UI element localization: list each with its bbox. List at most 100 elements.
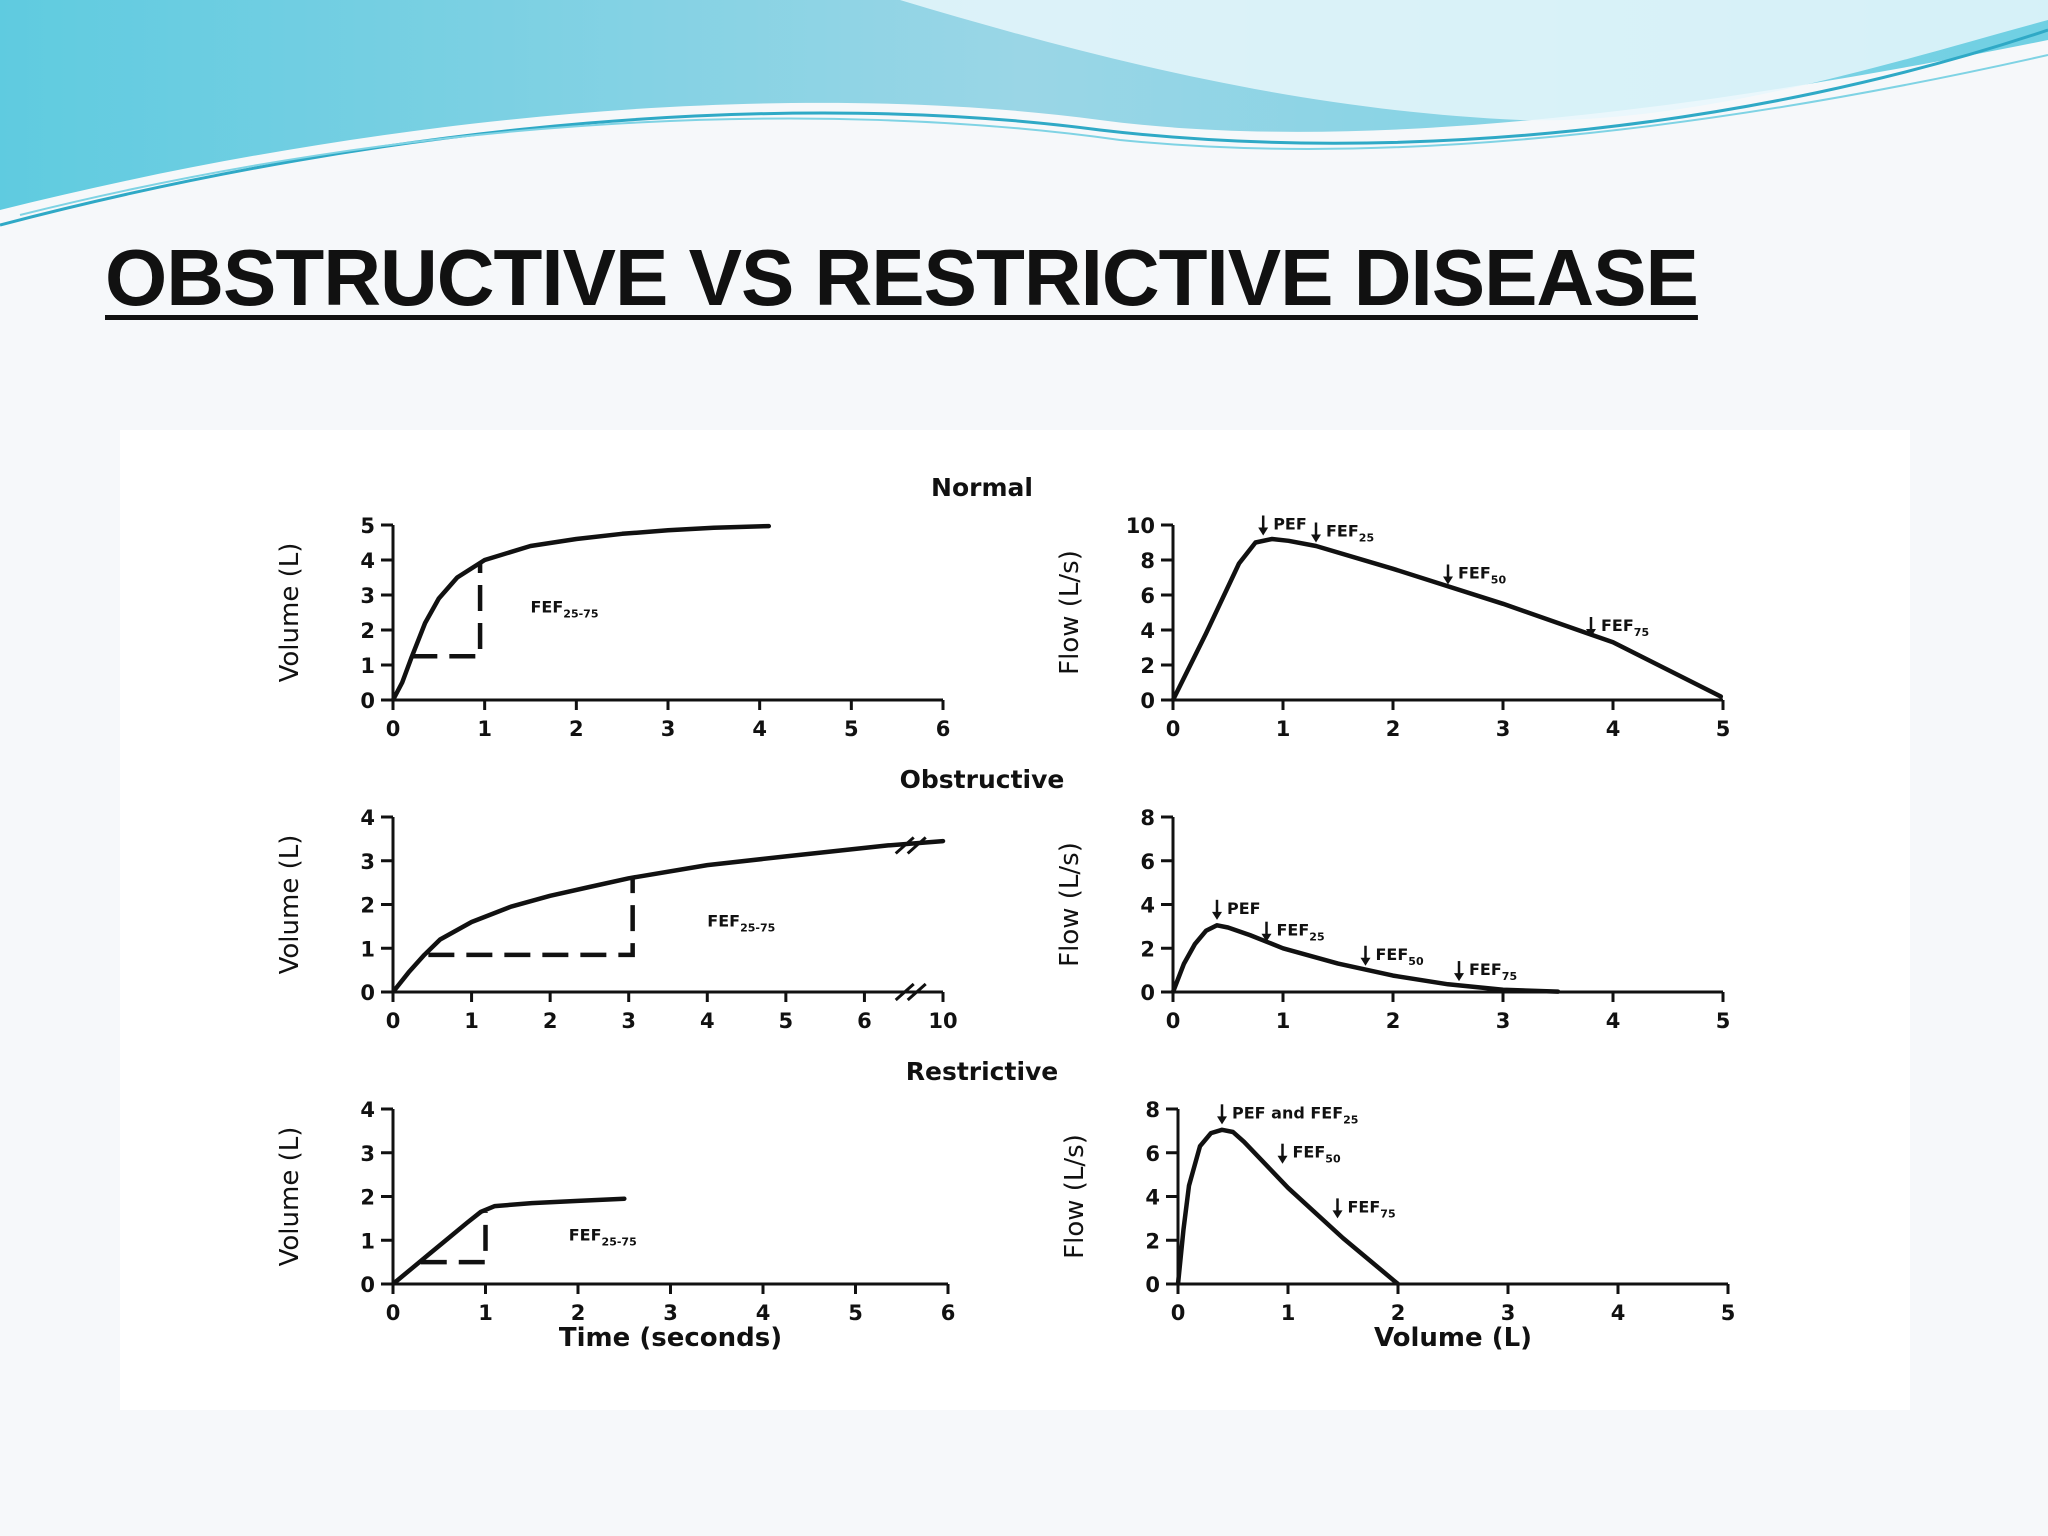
chart-2-x-tick-label: 0 [386, 1009, 401, 1033]
chart-0-y-tick-label: 5 [360, 514, 375, 538]
chart-0-x-tick-label: 3 [661, 717, 676, 741]
chart-1-annotation-arrowhead [1586, 629, 1596, 637]
chart-2-fef-label: FEF25-75 [707, 911, 775, 934]
chart-2-y-tick-label: 3 [360, 850, 375, 874]
chart-2-fef-dashed-marker [428, 878, 635, 958]
chart-3-annotation-arrowhead [1454, 973, 1464, 982]
chart-0-y-tick-label: 4 [360, 549, 375, 573]
chart-3-annotation-label: FEF25 [1277, 921, 1325, 944]
chart-1-annotation-arrowhead [1311, 534, 1321, 543]
chart-5-series-0-line [1175, 1127, 1401, 1287]
chart-0-fef-dashed-marker [411, 563, 483, 659]
chart-1-annotation-label: FEF50 [1458, 564, 1506, 587]
chart-0-y-tick-label: 1 [360, 654, 375, 678]
chart-1-annotation-arrowhead [1258, 527, 1269, 536]
chart-4-x-tick-label: 2 [571, 1301, 586, 1325]
chart-2-y-tick-label: 4 [360, 806, 375, 830]
chart-4-y-label: Volume (L) [275, 1127, 305, 1267]
chart-0-series-0-line [390, 523, 772, 703]
figure-panel: Normal Obstructive Restrictive 0 1 2 3 4 5 0 1 2… [120, 430, 1910, 1410]
chart-5-annotation-arrowhead [1332, 1210, 1343, 1219]
chart-2-y-tick-label: 1 [360, 937, 375, 961]
chart-1-y-tick-label: 10 [1126, 514, 1155, 538]
chart-3-y-tick-label: 2 [1140, 937, 1155, 961]
chart-3-x-tick-label: 3 [1496, 1009, 1511, 1033]
chart-3-y-tick-label: 8 [1140, 806, 1155, 830]
chart-4-fef-dashed-marker [420, 1211, 488, 1265]
chart-1-annotation-label: FEF75 [1601, 616, 1649, 639]
chart-3-series-0-line [1170, 923, 1561, 995]
chart-0-x-tick-label: 5 [844, 717, 859, 741]
chart-4-x-tick-label: 5 [848, 1301, 863, 1325]
spirometry-figure: Normal Obstructive Restrictive 0 1 2 3 4 5 0 1 2… [275, 473, 1735, 1353]
chart-5-x-label: Volume (L) [1374, 1323, 1532, 1353]
chart-2-x-tick-label: 1 [464, 1009, 479, 1033]
chart-3-x-tick-label: 2 [1386, 1009, 1401, 1033]
chart-2-x-tick-label: 2 [543, 1009, 558, 1033]
chart-5-x-tick-label: 2 [1391, 1301, 1406, 1325]
chart-3-x-tick-label: 1 [1276, 1009, 1291, 1033]
chart-5-y-tick-label: 2 [1145, 1229, 1160, 1253]
chart-3-x-tick-label: 4 [1606, 1009, 1621, 1033]
chart-3-y-tick-label: 6 [1140, 850, 1155, 874]
chart-1-y-tick-label: 6 [1140, 584, 1155, 608]
chart-0-fef-label: FEF25-75 [531, 598, 599, 621]
chart-5-annotation-arrowhead [1277, 1155, 1288, 1164]
chart-5-annotation-label: FEF75 [1348, 1197, 1396, 1220]
chart-5-x-tick-label: 0 [1171, 1301, 1186, 1325]
chart-4-x-tick-label: 3 [663, 1301, 678, 1325]
panel-title-obstructive: Obstructive [900, 765, 1065, 794]
chart-5-x-tick-label: 1 [1281, 1301, 1296, 1325]
chart-1-y-tick-label: 8 [1140, 549, 1155, 573]
banner-wave-line-2 [19, 54, 2048, 216]
chart-5-x-tick-label: 4 [1611, 1301, 1626, 1325]
chart-0-x-tick-label: 2 [569, 717, 584, 741]
chart-3-y-tick-label: 0 [1140, 981, 1155, 1005]
chart-5-annotation-label: PEF and FEF25 [1232, 1103, 1358, 1126]
chart-4-x-tick-label: 4 [756, 1301, 771, 1325]
chart-4-y-tick-label: 4 [360, 1098, 375, 1122]
chart-4-x-label: Time (seconds) [559, 1323, 782, 1353]
chart-5-x-tick-label: 3 [1501, 1301, 1516, 1325]
chart-2-series-0-line [390, 838, 946, 995]
chart-5-y-tick-label: 0 [1145, 1273, 1160, 1297]
chart-2-y-label: Volume (L) [275, 835, 305, 975]
chart-0-y-tick-label: 0 [360, 689, 375, 713]
chart-0-x-tick-label: 1 [477, 717, 492, 741]
chart-1-y-tick-label: 2 [1140, 654, 1155, 678]
chart-1-x-tick-label: 5 [1716, 717, 1731, 741]
chart-3-annotation-label: PEF [1227, 899, 1261, 918]
chart-5-annotation-label: FEF50 [1293, 1143, 1341, 1166]
chart-3-annotation-label: FEF50 [1376, 945, 1424, 968]
slide-title: OBSTRUCTIVE VS RESTRICTIVE DISEASE [105, 233, 1699, 322]
chart-2-y-tick-label: 2 [360, 894, 375, 918]
chart-5-y-label: Flow (L/s) [1060, 1134, 1090, 1259]
chart-3-annotation-arrowhead [1212, 911, 1222, 920]
chart-1-x-tick-label: 1 [1276, 717, 1291, 741]
chart-1-x-tick-label: 0 [1166, 717, 1181, 741]
banner-wave-line-1 [0, 28, 2048, 227]
chart-1-annotation-label: PEF [1273, 515, 1307, 534]
chart-0-x-tick-label: 0 [386, 717, 401, 741]
chart-2-x-tick-label: 6 [857, 1009, 872, 1033]
chart-4-y-tick-label: 2 [360, 1186, 375, 1210]
chart-2-x-tick-label: 4 [700, 1009, 715, 1033]
chart-4-y-tick-label: 1 [360, 1229, 375, 1253]
chart-5-y-tick-label: 6 [1145, 1142, 1160, 1166]
chart-0-x-tick-label: 4 [752, 717, 767, 741]
chart-3-y-tick-label: 4 [1140, 894, 1155, 918]
chart-4-fef-label: FEF25-75 [569, 1225, 637, 1248]
chart-4-y-tick-label: 3 [360, 1142, 375, 1166]
chart-0-y-label: Volume (L) [275, 543, 305, 683]
chart-2-x-tick-label: 5 [779, 1009, 794, 1033]
chart-1-annotation-label: FEF25 [1326, 522, 1374, 545]
chart-3-annotation-arrowhead [1360, 957, 1371, 966]
panel-title-normal: Normal [931, 473, 1033, 502]
chart-2-y-tick-label: 0 [360, 981, 375, 1005]
chart-1-x-tick-label: 3 [1496, 717, 1511, 741]
chart-0-y-tick-label: 2 [360, 619, 375, 643]
chart-2-curve-break [906, 836, 927, 855]
chart-3-y-label: Flow (L/s) [1055, 842, 1085, 967]
header-wave-banner [0, 0, 2048, 227]
chart-5-y-tick-label: 4 [1145, 1186, 1160, 1210]
